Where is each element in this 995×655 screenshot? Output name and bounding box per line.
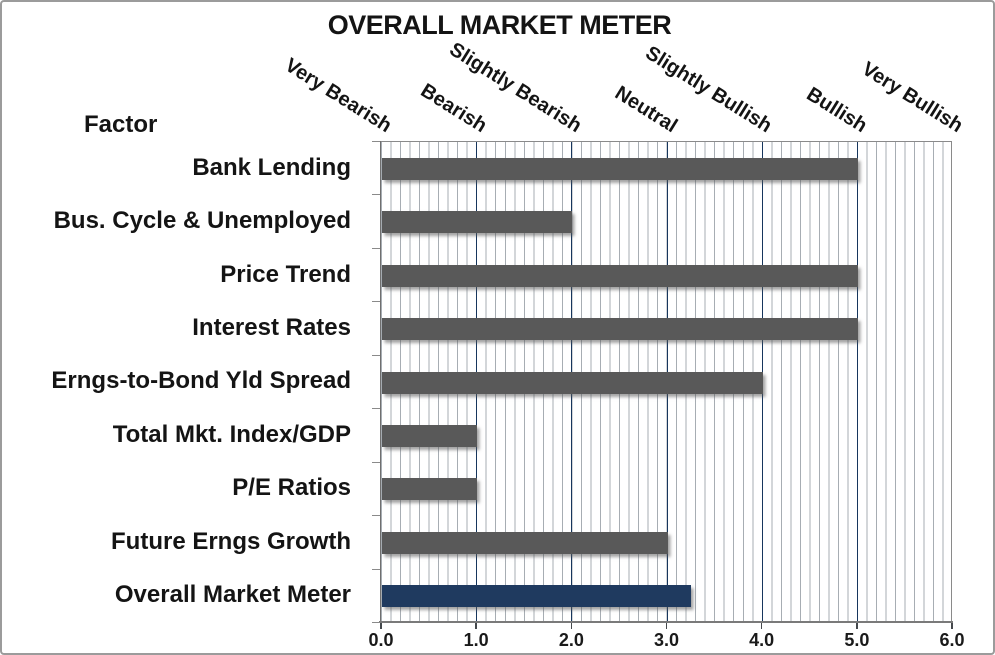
category-axis-line [379, 141, 381, 622]
chart-title: OVERALL MARKET METER [327, 10, 672, 40]
value-tick-label: 1.0 [463, 630, 489, 650]
value-tick-label: 4.0 [749, 630, 775, 650]
category-tick [372, 301, 380, 303]
category-label: Bus. Cycle & Unemployed [53, 207, 351, 235]
category-label: Future Erngs Growth [111, 527, 351, 555]
category-tick [372, 194, 380, 196]
value-tick [665, 623, 668, 629]
scale-label: Bearish [416, 79, 491, 138]
category-tick [372, 247, 380, 249]
major-gridline [856, 142, 858, 622]
factor-bar [382, 371, 763, 394]
value-tick [570, 623, 573, 629]
factor-bar [382, 478, 478, 501]
category-tick [372, 622, 380, 623]
scale-label: Very Bullish [857, 57, 967, 138]
scale-label: Neutral [610, 81, 681, 138]
scale-label: Very Bearish [280, 54, 396, 138]
value-tick [760, 623, 763, 629]
category-label: Overall Market Meter [114, 581, 351, 609]
factor-bar [382, 157, 858, 180]
category-label: Erngs-to-Bond Yld Spread [51, 367, 351, 395]
scale-label: Bullish [802, 83, 872, 138]
value-tick-label: 3.0 [653, 630, 680, 650]
value-axis-line [379, 621, 953, 623]
value-tick-label: 6.0 [939, 630, 965, 650]
value-tick [475, 623, 477, 629]
category-tick [372, 461, 380, 463]
overall-meter-bar [382, 585, 692, 608]
category-tick [372, 568, 380, 570]
category-label: Bank Lending [192, 153, 351, 181]
factor-bar [382, 531, 668, 554]
value-tick [856, 623, 858, 629]
category-tick [372, 354, 380, 356]
factor-bar [382, 424, 478, 447]
category-label: Total Mkt. Index/GDP [112, 420, 351, 448]
value-tick [951, 623, 953, 629]
factor-axis-header: Factor [84, 111, 158, 138]
category-tick [372, 141, 380, 142]
factor-bar [382, 264, 858, 287]
value-tick-label: 2.0 [558, 630, 584, 650]
value-tick-label: 5.0 [844, 630, 870, 650]
factor-bar [382, 318, 858, 341]
plot-area [381, 141, 952, 622]
value-tick-label: 0.0 [368, 630, 394, 650]
category-tick [372, 515, 380, 517]
value-tick [380, 623, 382, 629]
category-label: Interest Rates [192, 314, 351, 342]
category-label: P/E Ratios [232, 474, 351, 502]
category-tick [372, 408, 380, 410]
factor-bar [382, 211, 573, 234]
category-label: Price Trend [220, 260, 351, 288]
